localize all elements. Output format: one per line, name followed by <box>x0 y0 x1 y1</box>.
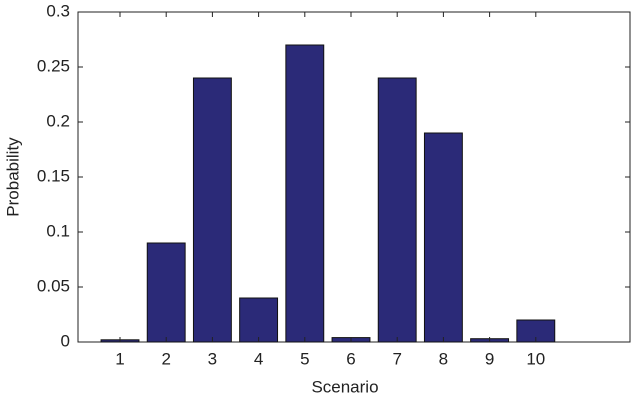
x-tick-label: 4 <box>254 349 263 368</box>
y-tick-label: 0 <box>61 331 70 350</box>
y-tick-label: 0.05 <box>37 276 70 295</box>
x-tick-label: 2 <box>161 349 170 368</box>
x-tick-label: 5 <box>300 349 309 368</box>
x-tick-label: 8 <box>439 349 448 368</box>
y-tick-label: 0.15 <box>37 166 70 185</box>
x-tick-label: 7 <box>392 349 401 368</box>
x-tick-label: 9 <box>485 349 494 368</box>
bar <box>285 44 325 343</box>
bar <box>146 242 186 343</box>
y-tick-label: 0.3 <box>46 1 70 20</box>
bar <box>192 77 232 343</box>
y-tick-label: 0.2 <box>46 111 70 130</box>
bar <box>423 132 463 343</box>
bar <box>239 297 279 343</box>
y-tick-label: 0.1 <box>46 221 70 240</box>
bar <box>377 77 417 343</box>
x-tick-label: 3 <box>208 349 217 368</box>
x-axis-label: Scenario <box>311 377 378 396</box>
x-tick-label: 10 <box>526 349 545 368</box>
y-tick-label: 0.25 <box>37 56 70 75</box>
y-axis-label: Probability <box>3 137 22 217</box>
x-tick-label: 6 <box>346 349 355 368</box>
x-tick-label: 1 <box>115 349 124 368</box>
